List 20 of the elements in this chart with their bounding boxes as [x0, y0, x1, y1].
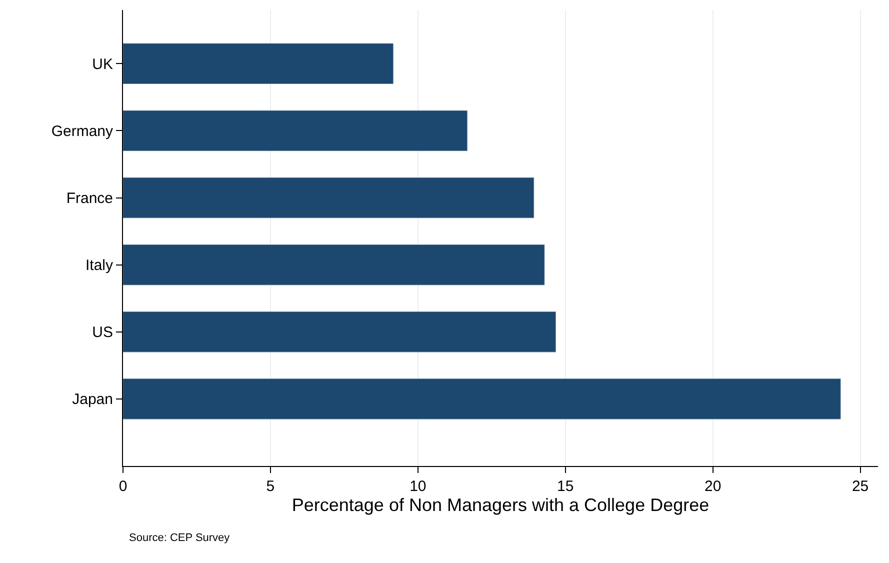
- bar: [123, 43, 394, 84]
- bar: [123, 110, 468, 152]
- bar: [123, 244, 545, 286]
- bar: [123, 312, 556, 352]
- x-tick-label: 0: [118, 478, 128, 495]
- bar: [123, 177, 534, 218]
- y-tick-label: UK: [92, 56, 113, 73]
- y-tick-label: France: [66, 190, 113, 208]
- y-tick-label: Japan: [72, 391, 113, 408]
- source-note: Source: CEP Survey: [129, 532, 230, 544]
- y-tick-label: Italy: [85, 257, 114, 274]
- x-tick-label: 10: [410, 478, 426, 495]
- x-tick-label: 20: [704, 478, 722, 495]
- bar: [123, 378, 841, 420]
- y-tick-label: Germany: [51, 122, 114, 140]
- x-tick-label: 15: [557, 478, 574, 495]
- y-tick-label: US: [92, 324, 113, 342]
- x-axis-title: Percentage of Non Managers with a College Degree: [292, 495, 710, 515]
- x-tick-label: 25: [852, 478, 869, 495]
- x-tick-label: 5: [266, 478, 275, 495]
